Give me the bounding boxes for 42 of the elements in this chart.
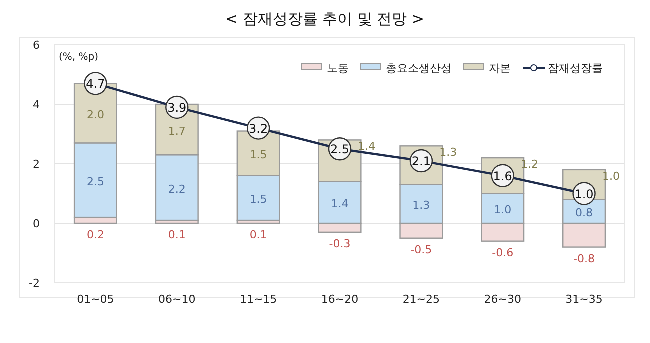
- data-label: 2.5: [86, 175, 104, 188]
- legend-label: 자본: [489, 62, 511, 75]
- data-label: 1.4: [331, 198, 349, 211]
- legend-label: 잠재성장률: [548, 62, 603, 75]
- data-label: 2.0: [86, 108, 104, 122]
- data-label: 1.0: [574, 187, 594, 202]
- data-label: 1.0: [494, 204, 512, 217]
- y-tick-label: -2: [29, 277, 40, 290]
- data-label: 1.5: [250, 148, 268, 162]
- x-tick-label: 31~35: [566, 293, 603, 306]
- data-label: 4.7: [86, 77, 106, 92]
- y-tick-label: 6: [33, 39, 40, 52]
- y-tick-label: 2: [33, 158, 40, 171]
- x-tick-label: 06~10: [158, 293, 196, 306]
- y-tick-label: 4: [33, 98, 40, 112]
- data-label: -0.3: [329, 237, 351, 250]
- data-label: 3.9: [168, 100, 187, 115]
- x-tick-label: 16~20: [321, 293, 359, 306]
- data-label: 0.2: [86, 228, 104, 242]
- data-label: 2.1: [412, 154, 431, 169]
- data-label: 1.5: [250, 193, 268, 206]
- x-tick-label: 26~30: [484, 293, 522, 306]
- data-label: 0.8: [576, 206, 594, 220]
- data-label: 1.7: [168, 124, 186, 138]
- data-label: 2.2: [168, 182, 186, 196]
- y-tick-label: 0: [33, 218, 40, 230]
- y-axis-title: (%, %p): [59, 52, 99, 63]
- data-label: 2.5: [330, 142, 350, 157]
- x-tick-label: 01~05: [77, 293, 114, 306]
- data-label: 3.2: [249, 122, 268, 136]
- x-tick-label: 21~25: [402, 293, 440, 306]
- data-label: 0.1: [168, 228, 186, 242]
- data-label: 1.3: [412, 199, 430, 212]
- x-tick-label: 11~15: [240, 293, 278, 306]
- chart-title: < 잠재성장률 추이 및 전망 >: [226, 10, 424, 28]
- data-label: -0.8: [574, 252, 596, 266]
- data-label: 0.1: [250, 228, 268, 242]
- data-label: -0.6: [492, 246, 514, 260]
- legend-label: 노동: [327, 62, 349, 75]
- legend-label: 총요소생산성: [386, 62, 452, 75]
- data-label: 1.6: [493, 169, 512, 184]
- data-label: -0.5: [410, 243, 432, 256]
